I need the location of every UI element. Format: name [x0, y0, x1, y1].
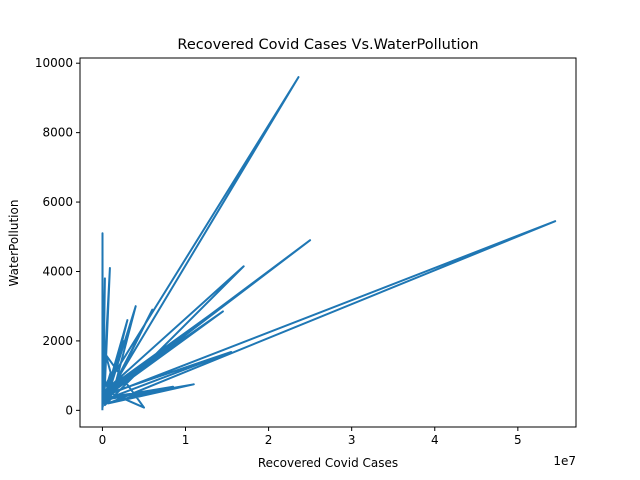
y-tick-label: 10000 — [35, 56, 73, 70]
x-axis-label: Recovered Covid Cases — [258, 456, 398, 470]
y-axis-label: WaterPollution — [7, 200, 21, 287]
x-axis-ticks: 0 1 2 3 4 5 — [99, 427, 522, 447]
y-tick-label: 0 — [65, 403, 73, 417]
y-tick-label: 6000 — [42, 195, 73, 209]
x-tick-label: 4 — [431, 433, 439, 447]
x-axis-offset-label: 1e7 — [553, 454, 576, 468]
y-tick-label: 8000 — [42, 126, 73, 140]
x-tick-label: 3 — [348, 433, 356, 447]
y-tick-label: 4000 — [42, 264, 73, 278]
series-line — [101, 76, 557, 411]
x-tick-label: 2 — [265, 433, 273, 447]
axes-frame — [79, 57, 577, 428]
x-tick-label: 0 — [99, 433, 107, 447]
y-axis-ticks: 0 2000 4000 6000 8000 10000 — [35, 56, 80, 417]
x-tick-label: 5 — [514, 433, 522, 447]
chart-title: Recovered Covid Cases Vs.WaterPollution — [177, 37, 478, 53]
plot-area — [79, 57, 577, 428]
x-tick-label: 1 — [182, 433, 190, 447]
y-tick-label: 2000 — [42, 334, 73, 348]
